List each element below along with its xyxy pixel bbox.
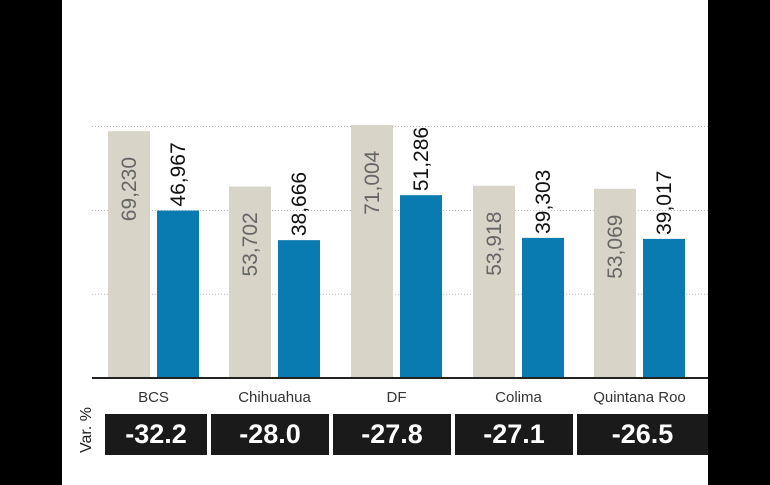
category-label: DF	[387, 389, 407, 406]
variation-value: -27.8	[333, 414, 451, 455]
chart-panel: 69,230 46,967 BCS 53,702 38,666 Chihuahua 71,0…	[62, 0, 708, 485]
bar-value-label: 51,286	[410, 127, 433, 191]
bar	[229, 186, 271, 378]
bar	[351, 124, 393, 378]
bar	[473, 185, 515, 378]
variation-value: -27.1	[455, 414, 573, 455]
bar-value-label: 53,702	[239, 212, 262, 276]
variation-value: -28.0	[211, 414, 329, 455]
bar-value-label: 53,069	[604, 215, 627, 279]
variation-axis-label: Var. %	[72, 395, 102, 465]
bar	[108, 131, 150, 378]
variation-value: -32.2	[105, 414, 207, 455]
bar-value-label: 53,918	[483, 212, 506, 276]
bar-value-label: 39,303	[532, 170, 555, 234]
category-label: Colima	[495, 389, 542, 406]
bar	[522, 237, 564, 378]
bar	[594, 188, 636, 378]
bar-value-label: 39,017	[653, 171, 676, 235]
bar	[278, 240, 320, 378]
bar-chart: 69,230 46,967 BCS 53,702 38,666 Chihuahua 71,0…	[92, 124, 708, 406]
bar-value-label: 46,967	[167, 142, 190, 206]
bar-value-label: 71,004	[361, 150, 384, 215]
bar	[643, 238, 685, 378]
bar	[157, 210, 199, 378]
category-label: BCS	[138, 389, 169, 406]
variation-value: -26.5	[577, 414, 708, 455]
bar-value-label: 38,666	[288, 172, 311, 236]
bar	[400, 195, 442, 378]
category-label: Chihuahua	[238, 389, 311, 406]
variation-label-text: Var. %	[78, 407, 95, 453]
bar-value-label: 69,230	[118, 157, 141, 221]
category-label: Quintana Roo	[593, 389, 686, 406]
